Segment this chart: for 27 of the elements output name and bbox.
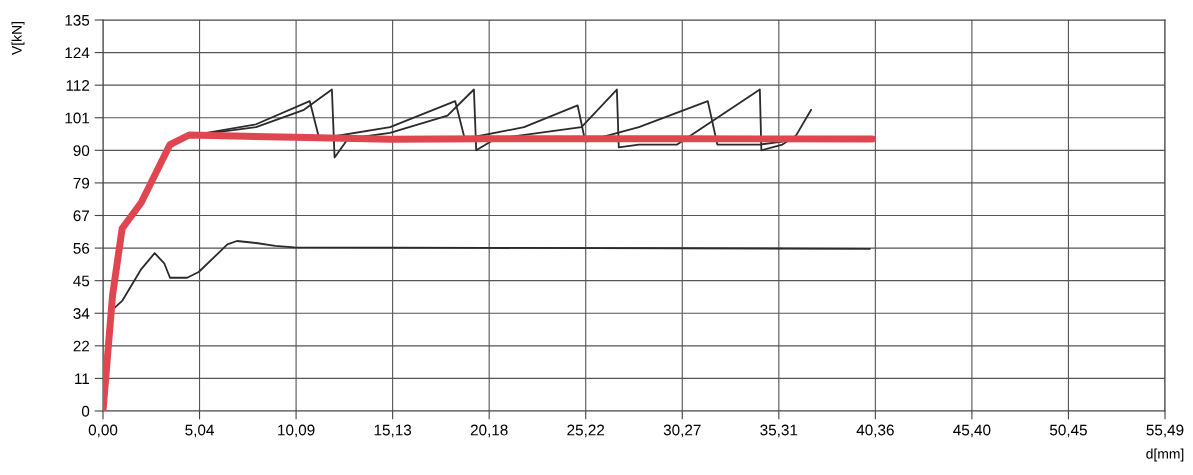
x-tick-label: 20,18	[470, 424, 508, 438]
x-tick-label: 35,31	[760, 424, 798, 438]
y-tick-label: 0	[81, 405, 90, 417]
x-tick-label: 15,13	[374, 424, 412, 438]
y-tick-label: 124	[65, 47, 90, 59]
x-tick-label: 50,45	[1049, 424, 1087, 438]
x-tick-label: 0,00	[88, 424, 118, 438]
y-tick-label: 45	[73, 275, 90, 287]
y-tick-label: 34	[73, 308, 90, 319]
y-tick-label: 101	[65, 112, 90, 124]
x-tick-label: 10,09	[278, 424, 315, 438]
y-axis-title: V[kN]	[11, 22, 25, 55]
y-tick-label: 112	[66, 80, 90, 91]
x-tick-label: 45,40	[953, 424, 991, 438]
y-tick-label: 22	[73, 340, 90, 352]
x-tick-label: 40,36	[856, 424, 894, 438]
x-axis-title: d[mm]	[1146, 448, 1184, 462]
x-tick-label: 55,49	[1146, 424, 1184, 438]
y-tick-label: 135	[65, 14, 90, 26]
y-tick-label: 79	[73, 177, 90, 189]
x-tick-label: 5,04	[185, 424, 214, 438]
x-tick-label: 30,27	[663, 424, 701, 438]
y-tick-label: 56	[73, 242, 90, 254]
y-tick-label: 11	[75, 373, 90, 384]
y-tick-label: 90	[73, 145, 90, 157]
y-tick-label: 67	[73, 210, 90, 222]
x-tick-label: 25,22	[567, 424, 605, 438]
